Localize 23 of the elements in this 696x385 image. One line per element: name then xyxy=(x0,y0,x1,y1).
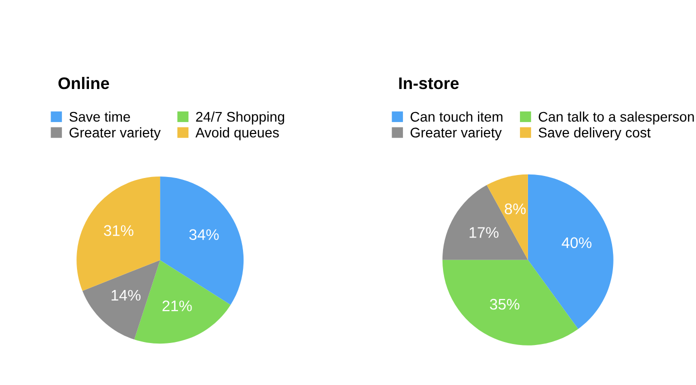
data-label: 17% xyxy=(470,227,499,238)
legend-label: Can touch item xyxy=(410,112,502,122)
data-label: 34% xyxy=(189,229,219,240)
data-label: 31% xyxy=(104,225,134,236)
data-label: 35% xyxy=(490,298,520,310)
data-label: 21% xyxy=(162,300,192,312)
legend-label: Avoid queues xyxy=(195,127,279,140)
data-label: 14% xyxy=(112,290,141,301)
pie-slice xyxy=(442,184,528,260)
legend-label: Greater variety xyxy=(410,127,502,140)
legend-label: Greater variety xyxy=(70,127,161,140)
data-label: 40% xyxy=(562,237,592,248)
legend-label: Save delivery cost xyxy=(538,127,651,140)
pie-slice xyxy=(82,260,160,340)
chart-title: In-store xyxy=(399,78,459,90)
pie-slice xyxy=(442,260,578,346)
legend-label: Can talk to a salesperson xyxy=(538,112,694,124)
pie-slice xyxy=(76,176,160,291)
legend-label: Save time xyxy=(69,112,130,122)
chart-title: Online xyxy=(58,76,110,90)
legend-label: 24/7 Shopping xyxy=(196,112,284,124)
data-label: 8% xyxy=(504,203,526,214)
pie-slice xyxy=(528,174,614,330)
